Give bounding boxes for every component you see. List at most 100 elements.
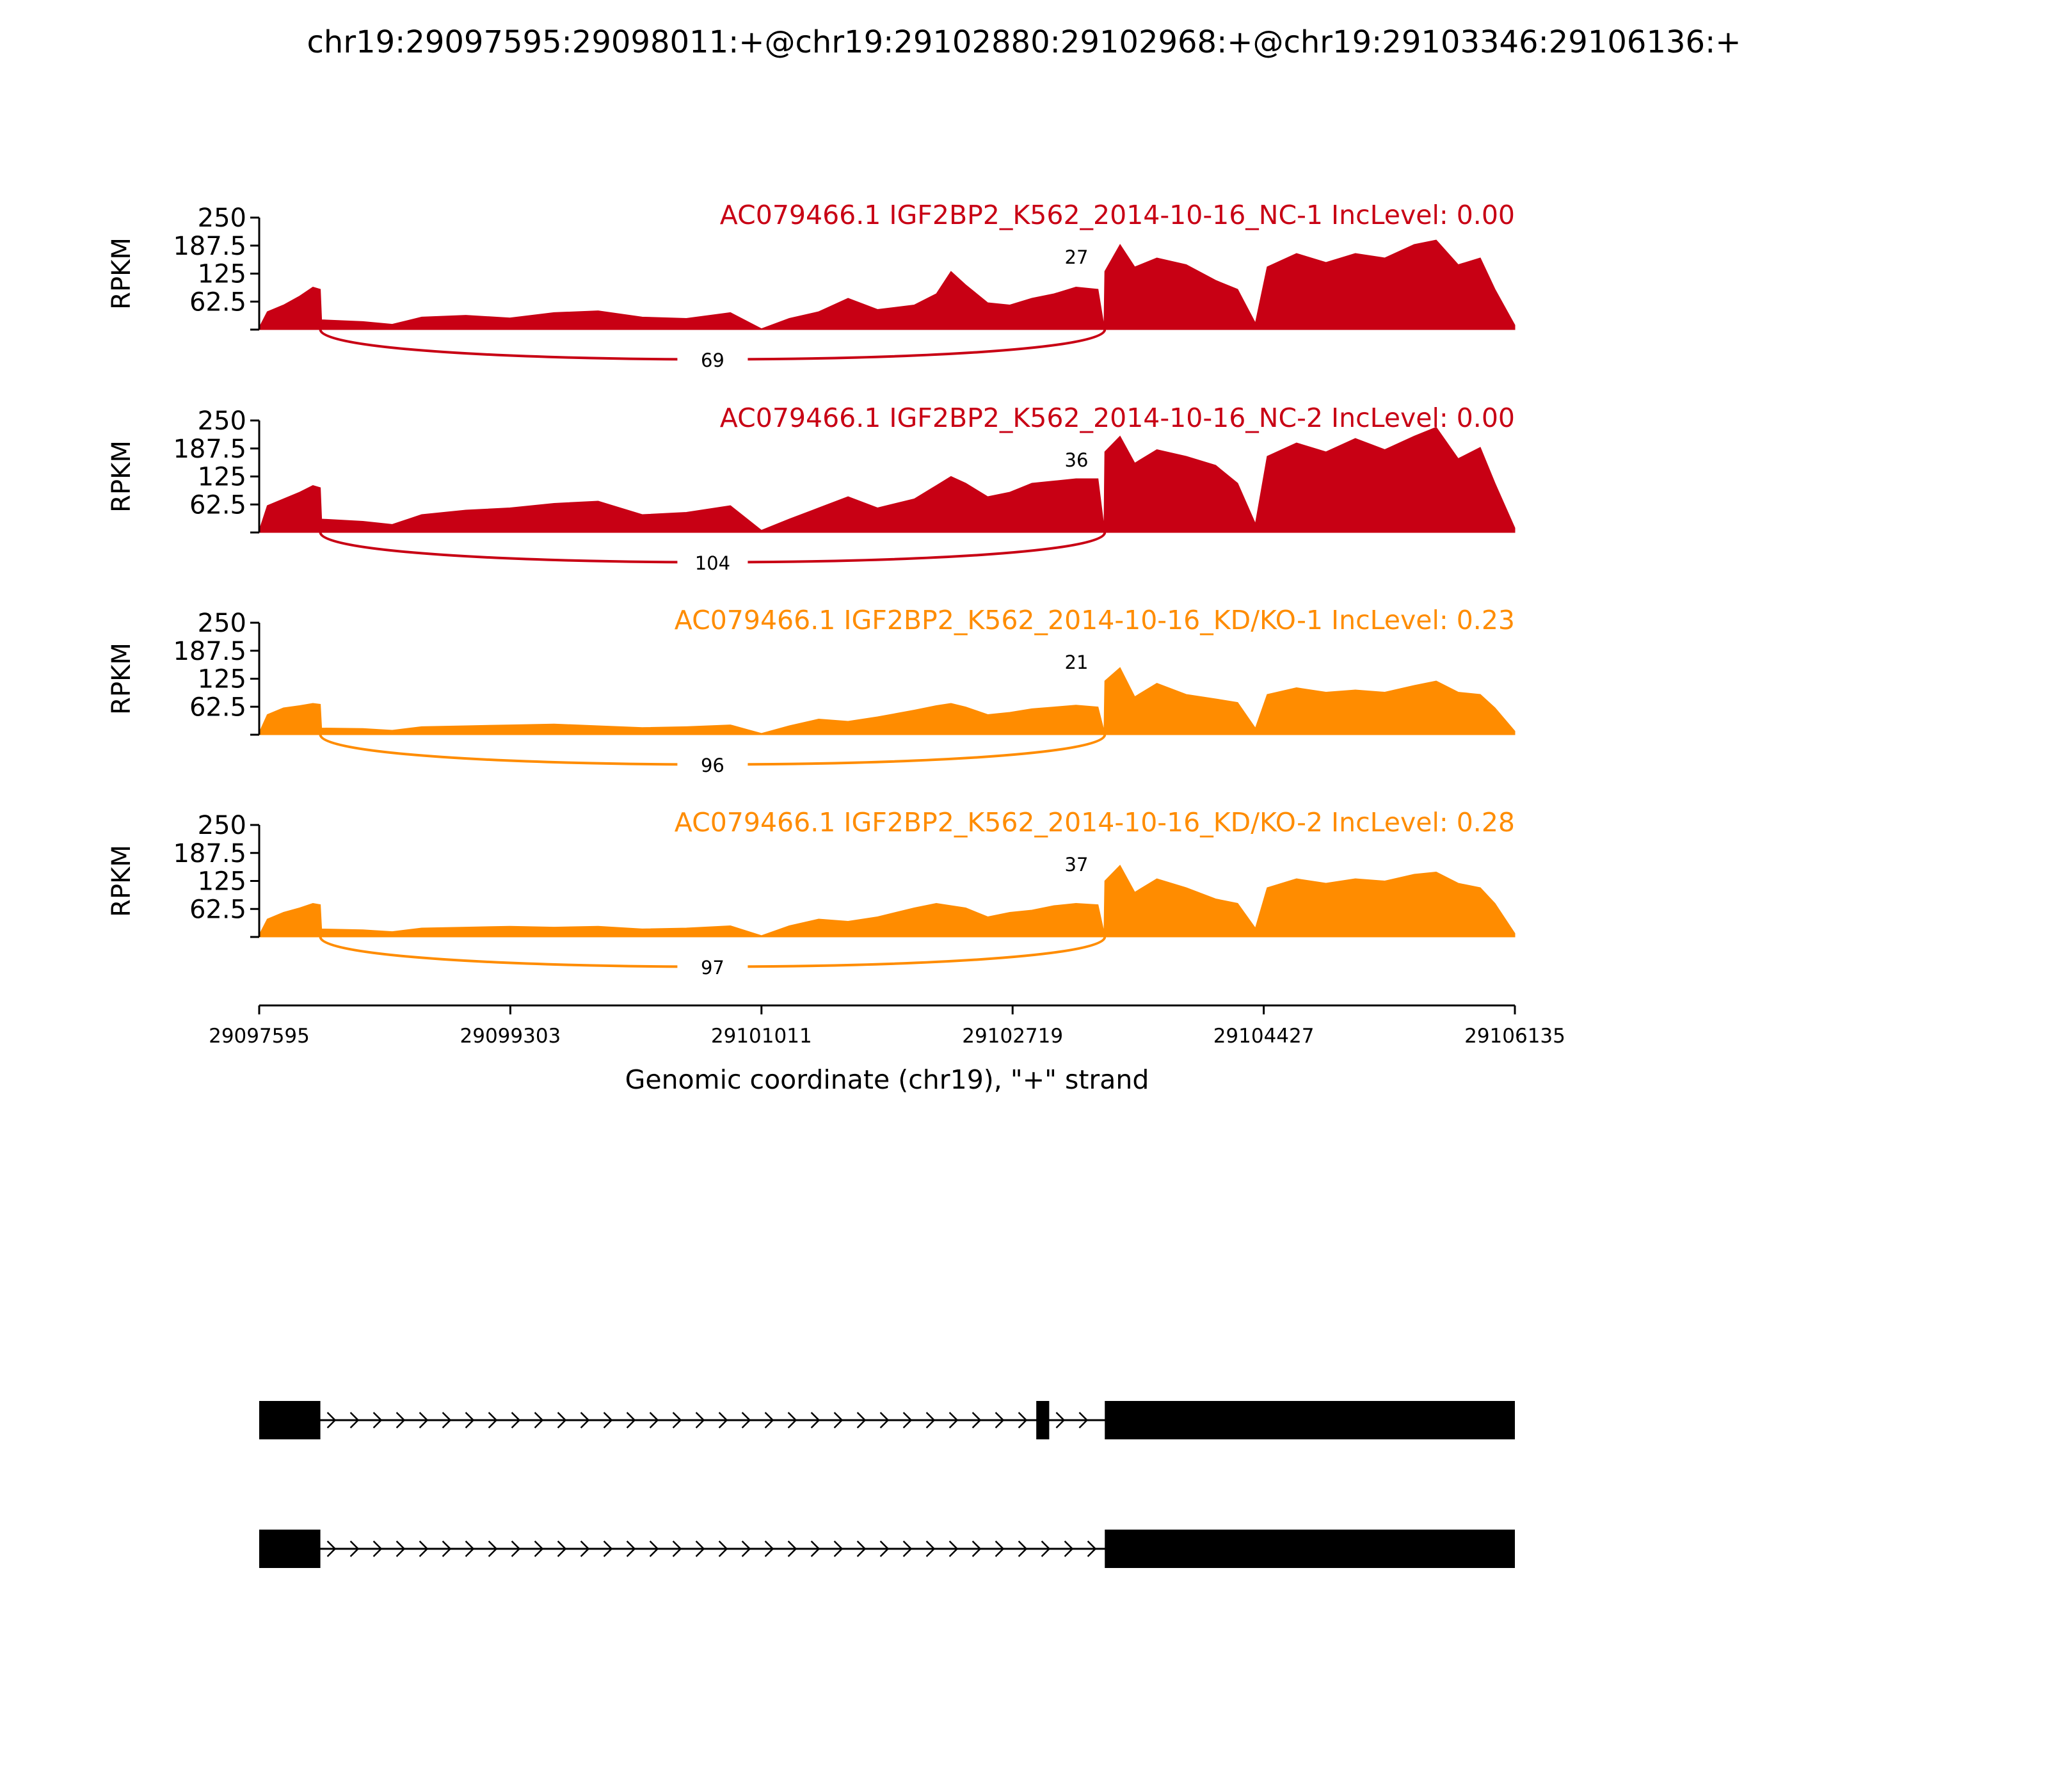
x-axis-label: Genomic coordinate (chr19), "+" strand — [625, 1064, 1149, 1095]
y-tick-label: 250 — [198, 406, 246, 436]
exon-block — [259, 1401, 321, 1439]
y-tick-label: 125 — [198, 665, 246, 694]
strand-chevron-icon — [972, 1540, 982, 1557]
strand-chevron-icon — [718, 1540, 728, 1557]
strand-chevron-icon — [672, 1412, 682, 1428]
strand-chevron-icon — [626, 1540, 636, 1557]
strand-chevron-icon — [787, 1412, 797, 1428]
strand-chevron-icon — [995, 1412, 1005, 1428]
y-tick-label: 125 — [198, 463, 246, 492]
y-tick-label: 250 — [198, 609, 246, 638]
coverage-area — [259, 426, 1516, 533]
y-tick-label: 250 — [198, 811, 246, 840]
strand-chevron-icon — [511, 1540, 521, 1557]
skipping-junction-count: 69 — [701, 349, 724, 371]
strand-chevron-icon — [419, 1540, 429, 1557]
strand-chevron-icon — [741, 1412, 751, 1428]
strand-chevron-icon — [1087, 1540, 1097, 1557]
strand-chevron-icon — [879, 1412, 890, 1428]
exon-block — [1105, 1530, 1515, 1568]
y-axis-label: RPKM — [107, 643, 136, 715]
strand-chevron-icon — [442, 1412, 452, 1428]
strand-chevron-icon — [488, 1540, 498, 1557]
strand-chevron-icon — [534, 1540, 544, 1557]
strand-chevron-icon — [649, 1540, 659, 1557]
strand-chevron-icon — [741, 1540, 751, 1557]
strand-chevron-icon — [764, 1540, 774, 1557]
strand-chevron-icon — [833, 1540, 844, 1557]
y-tick-label: 187.5 — [173, 435, 246, 464]
strand-chevron-icon — [603, 1540, 613, 1557]
strand-chevron-icon — [349, 1412, 360, 1428]
y-axis-label: RPKM — [107, 440, 136, 513]
junction-label-box — [677, 751, 748, 776]
exon-block — [1036, 1401, 1050, 1439]
strand-chevron-icon — [557, 1540, 567, 1557]
strand-chevron-icon — [326, 1412, 337, 1428]
strand-chevron-icon — [925, 1412, 936, 1428]
coverage-area — [259, 865, 1516, 938]
strand-chevron-icon — [1018, 1412, 1028, 1428]
y-tick-label: 125 — [198, 260, 246, 289]
skipping-junction-count: 96 — [701, 755, 724, 776]
strand-chevron-icon — [810, 1412, 820, 1428]
strand-chevron-icon — [465, 1412, 475, 1428]
track-title: AC079466.1 IGF2BP2_K562_2014-10-16_KD/KO… — [675, 807, 1515, 838]
figure-title: chr19:29097595:29098011:+@chr19:29102880… — [307, 24, 1741, 60]
strand-chevron-icon — [626, 1412, 636, 1428]
strand-chevron-icon — [1041, 1540, 1051, 1557]
strand-chevron-icon — [419, 1412, 429, 1428]
isoform-structures — [259, 1401, 1515, 1568]
y-tick-label: 62.5 — [189, 490, 246, 520]
strand-chevron-icon — [718, 1412, 728, 1428]
strand-chevron-icon — [856, 1412, 867, 1428]
strand-chevron-icon — [833, 1412, 844, 1428]
x-tick-label: 29101011 — [711, 1025, 812, 1048]
strand-chevron-icon — [1055, 1412, 1066, 1428]
strand-chevron-icon — [1064, 1540, 1074, 1557]
strand-chevron-icon — [925, 1540, 936, 1557]
inclusion-junction-count: 27 — [1065, 246, 1089, 268]
y-tick-label: 187.5 — [173, 232, 246, 261]
exon-block — [1105, 1401, 1515, 1439]
strand-chevron-icon — [948, 1412, 959, 1428]
strand-chevron-icon — [488, 1412, 498, 1428]
x-axis: 29097595 29099303 29101011 29102719 29104427… — [209, 1004, 1565, 1095]
junction-label-box — [677, 346, 748, 371]
inclusion-junction-count: 37 — [1065, 854, 1089, 876]
strand-chevron-icon — [764, 1412, 774, 1428]
isoform-2 — [259, 1530, 1515, 1568]
junction-label-box — [677, 549, 748, 573]
strand-chevron-icon — [810, 1540, 820, 1557]
x-tick-label: 29106135 — [1464, 1025, 1565, 1048]
y-axis-label: RPKM — [107, 237, 136, 310]
strand-chevron-icon — [580, 1412, 590, 1428]
strand-chevron-icon — [603, 1412, 613, 1428]
strand-chevron-icon — [902, 1540, 913, 1557]
strand-chevron-icon — [349, 1540, 360, 1557]
strand-chevron-icon — [580, 1540, 590, 1557]
track-title: AC079466.1 IGF2BP2_K562_2014-10-16_NC-2 … — [720, 403, 1515, 433]
strand-chevron-icon — [879, 1540, 890, 1557]
skipping-junction-count: 104 — [695, 552, 730, 574]
strand-chevron-icon — [372, 1540, 383, 1557]
strand-chevron-icon — [695, 1540, 705, 1557]
strand-chevron-icon — [396, 1540, 406, 1557]
y-tick-label: 62.5 — [189, 895, 246, 924]
strand-chevron-icon — [442, 1540, 452, 1557]
strand-chevron-icon — [787, 1540, 797, 1557]
isoform-1 — [259, 1401, 1515, 1439]
y-axis-label: RPKM — [107, 845, 136, 917]
strand-chevron-icon — [465, 1540, 475, 1557]
x-tick-label: 29099303 — [460, 1025, 561, 1048]
y-tick-label: 187.5 — [173, 839, 246, 868]
exon-block — [259, 1530, 321, 1568]
